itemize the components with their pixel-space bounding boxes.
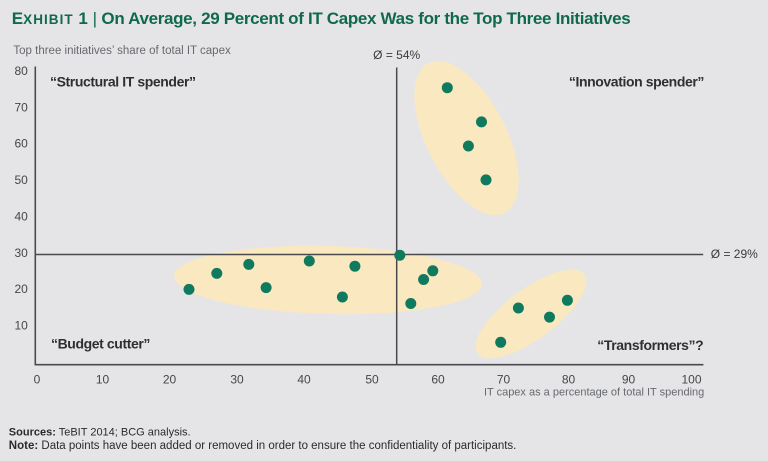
svg-text:50: 50	[365, 373, 379, 387]
svg-text:40: 40	[297, 373, 311, 387]
svg-text:70: 70	[14, 100, 28, 114]
svg-text:90: 90	[622, 373, 636, 387]
svg-text:Top three initiatives’ share o: Top three initiatives’ share of total IT…	[13, 45, 231, 57]
svg-text:80: 80	[562, 373, 576, 387]
svg-text:70: 70	[497, 373, 511, 387]
svg-text:Ø = 29%: Ø = 29%	[711, 247, 758, 261]
svg-text:10: 10	[14, 319, 28, 333]
svg-text:EXHIBIT 1 | On Average, 29 Per: EXHIBIT 1 | On Average, 29 Percent of IT…	[12, 9, 631, 28]
svg-text:60: 60	[431, 373, 445, 387]
svg-text:0: 0	[34, 373, 41, 387]
svg-text:30: 30	[14, 246, 28, 260]
svg-text:IT capex as a percentage of to: IT capex as a percentage of total IT spe…	[484, 387, 704, 399]
svg-text:40: 40	[14, 210, 28, 224]
svg-text:100: 100	[681, 373, 701, 387]
svg-text:“Budget cutter”: “Budget cutter”	[51, 336, 150, 352]
svg-text:Ø = 54%: Ø = 54%	[373, 48, 420, 62]
svg-text:“Structural IT spender”: “Structural IT spender”	[50, 74, 196, 90]
svg-text:30: 30	[230, 373, 244, 387]
svg-text:“Transformers”?: “Transformers”?	[597, 337, 703, 353]
svg-text:80: 80	[14, 64, 28, 78]
svg-text:Note: Data points have been ad: Note: Data points have been added or rem…	[9, 440, 517, 452]
svg-text:Sources: TeBIT 2014; BCG analy: Sources: TeBIT 2014; BCG analysis.	[9, 427, 191, 439]
svg-text:50: 50	[14, 173, 28, 187]
svg-text:60: 60	[14, 137, 28, 151]
svg-text:10: 10	[96, 373, 110, 387]
svg-text:20: 20	[163, 373, 177, 387]
svg-text:20: 20	[14, 282, 28, 296]
svg-text:“Innovation spender”: “Innovation spender”	[569, 74, 704, 90]
